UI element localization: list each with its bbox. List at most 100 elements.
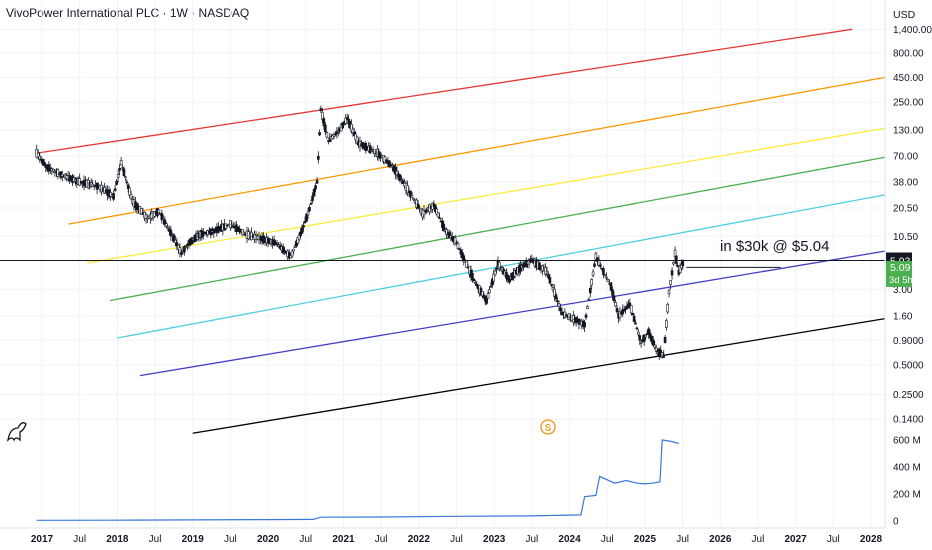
candle-body xyxy=(350,123,353,132)
candle-body xyxy=(166,227,170,229)
candle-body xyxy=(319,108,323,111)
candle-body xyxy=(618,310,622,319)
candle-body xyxy=(667,290,671,295)
candle-body xyxy=(119,160,123,166)
price-tick-label: 250.00 xyxy=(893,98,924,109)
candle-body xyxy=(292,248,295,252)
regression-channels xyxy=(36,28,886,434)
volume-tick-label: 600 M xyxy=(893,436,921,447)
time-tick-label: Jul xyxy=(601,534,614,545)
candle-body xyxy=(676,265,679,267)
candle-body xyxy=(368,145,372,154)
time-tick-label: Jul xyxy=(752,534,765,545)
candle-body xyxy=(593,263,596,267)
candle-body xyxy=(300,227,304,234)
time-tick-label: Jul xyxy=(149,534,162,545)
time-axis[interactable]: 2017 Jul 2018 Jul 2019 Jul 2020 Jul 2021 Jul 2022 J… xyxy=(0,527,885,545)
price-axis[interactable]: USD 1,400.00 800.00 450.00 250.00 130.00 70.00… xyxy=(884,0,932,528)
candle-body xyxy=(665,320,668,328)
candle-body xyxy=(456,243,460,249)
candle-body xyxy=(554,294,558,300)
candle-body xyxy=(389,164,393,166)
candle-body xyxy=(612,295,616,302)
candle-body xyxy=(125,181,129,184)
time-tick-label: Jul xyxy=(375,534,388,545)
candle-body xyxy=(129,193,133,200)
price-tick-label: 70.00 xyxy=(893,152,918,163)
candle-body xyxy=(406,185,409,194)
candle-body xyxy=(52,168,55,173)
candle-body xyxy=(68,174,71,182)
candle-body xyxy=(311,195,314,201)
candle-body xyxy=(324,124,327,133)
candle-body xyxy=(53,170,57,173)
time-tick-label: Jul xyxy=(73,534,86,545)
candle-body xyxy=(603,274,607,276)
candle-body xyxy=(462,255,466,262)
time-tick-label: 2026 xyxy=(709,534,732,545)
time-tick-label: 2018 xyxy=(106,534,129,545)
channel-line-4 xyxy=(117,194,886,339)
candle-body xyxy=(493,270,497,276)
candle-body xyxy=(312,189,316,197)
candle-body xyxy=(115,180,118,185)
candle-body xyxy=(666,304,670,313)
split-marker-label: S xyxy=(545,423,552,434)
candle-body xyxy=(550,284,553,286)
candle-body xyxy=(669,280,672,285)
price-tick-label: 0.9000 xyxy=(893,336,924,347)
candle-body xyxy=(644,334,647,338)
candle-body xyxy=(586,306,589,310)
candle-body xyxy=(631,312,634,316)
price-tick-label: 38.00 xyxy=(893,177,918,188)
candle-body xyxy=(572,315,575,323)
candle-body xyxy=(160,213,164,221)
candle-body xyxy=(587,298,591,301)
last-price-badge xyxy=(886,260,912,287)
candle-body xyxy=(336,130,340,133)
last-price-label: 5.09 xyxy=(890,262,911,274)
grid xyxy=(0,0,885,528)
price-tick-label: 10.50 xyxy=(893,232,918,243)
candle-body xyxy=(472,278,476,281)
candle-body xyxy=(453,237,457,246)
candle-body xyxy=(541,265,544,272)
candle-body xyxy=(296,237,300,244)
candle-body xyxy=(229,220,232,228)
candle-body xyxy=(416,203,420,209)
candle-body xyxy=(556,300,559,303)
candle-body xyxy=(174,239,177,243)
candle-body xyxy=(605,276,608,279)
time-tick-label: Jul xyxy=(224,534,237,545)
time-tick-label: 2028 xyxy=(860,534,883,545)
candle-body xyxy=(638,335,642,341)
time-tick-label: 2023 xyxy=(483,534,506,545)
candle-body xyxy=(317,155,320,160)
candle-body xyxy=(591,271,595,276)
price-tick-label: 0.1400 xyxy=(893,415,924,426)
candle-body xyxy=(318,132,321,136)
candle-body xyxy=(412,197,415,200)
candle-body xyxy=(401,180,405,185)
candle-body xyxy=(394,166,397,175)
candle-body xyxy=(434,204,437,212)
candle-body xyxy=(410,195,414,198)
candle-body xyxy=(560,311,564,316)
channel-line-6 xyxy=(192,318,886,434)
candle-body xyxy=(388,160,391,167)
candle-body xyxy=(584,314,588,318)
candle-body xyxy=(647,328,650,336)
candle-body xyxy=(355,136,359,144)
chart-title: VivoPower International PLC · 1W · NASDA… xyxy=(6,6,250,20)
candle-body xyxy=(681,259,685,267)
price-tick-label: 800.00 xyxy=(893,49,924,60)
volume-tick-label: 200 M xyxy=(893,490,921,501)
candle-body xyxy=(435,208,439,215)
candle-body xyxy=(60,173,64,177)
candle-body xyxy=(648,332,652,338)
candle-body xyxy=(379,152,382,159)
candle-body xyxy=(308,207,311,212)
candle-body xyxy=(609,282,613,291)
candle-body xyxy=(597,259,601,266)
